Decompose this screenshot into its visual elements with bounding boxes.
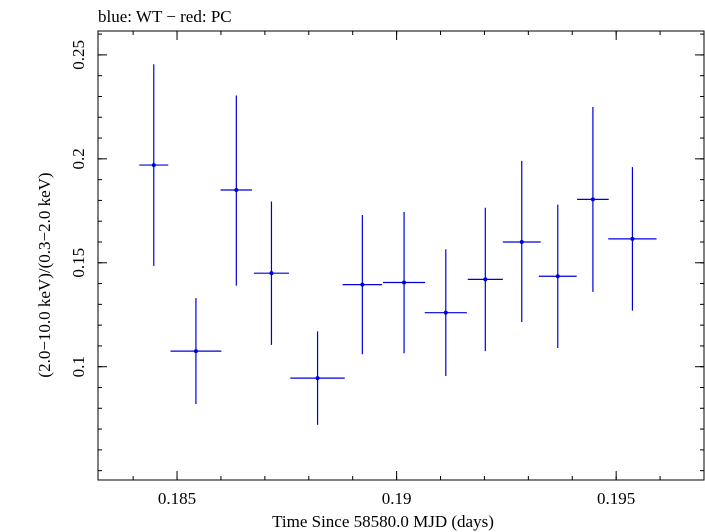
plot-frame — [97, 30, 705, 481]
chart-title: blue: WT − red: PC — [98, 7, 232, 26]
y-axis-label: (2.0−10.0 keV)/(0.3−2.0 keV) — [35, 172, 54, 377]
y-tick-label: 0.2 — [69, 148, 88, 169]
data-point — [139, 64, 169, 266]
data-point — [502, 160, 541, 323]
point-marker — [402, 280, 407, 285]
point-marker — [519, 239, 524, 244]
x-tick-label: 0.185 — [158, 489, 196, 508]
data-point — [608, 167, 657, 311]
data-point — [538, 204, 577, 349]
data-point — [382, 211, 426, 354]
data-point — [577, 106, 609, 292]
x-tick-label: 0.195 — [597, 489, 635, 508]
point-marker — [555, 274, 560, 279]
axis-ticks: 0.185 0.19 0.195 0.1 0.15 0.2 0.25 — [69, 31, 705, 508]
data-point — [424, 249, 467, 377]
point-marker — [483, 277, 488, 282]
data-point — [220, 95, 253, 286]
point-marker — [151, 163, 156, 168]
point-marker — [315, 376, 320, 381]
data-points — [139, 64, 657, 425]
y-tick-label: 0.1 — [69, 356, 88, 377]
data-point — [290, 331, 345, 425]
point-marker — [360, 282, 365, 287]
y-tick-label: 0.15 — [69, 248, 88, 278]
point-marker — [443, 310, 448, 315]
point-marker — [590, 197, 595, 202]
data-point — [342, 214, 383, 355]
point-marker — [234, 188, 239, 193]
x-axis-label: Time Since 58580.0 MJD (days) — [272, 512, 494, 531]
data-point — [253, 201, 290, 345]
point-marker — [193, 349, 198, 354]
point-marker — [630, 236, 635, 241]
data-point — [467, 207, 503, 352]
point-marker — [269, 271, 274, 276]
x-tick-label: 0.19 — [382, 489, 412, 508]
y-tick-label: 0.25 — [69, 40, 88, 70]
data-point — [170, 298, 222, 405]
